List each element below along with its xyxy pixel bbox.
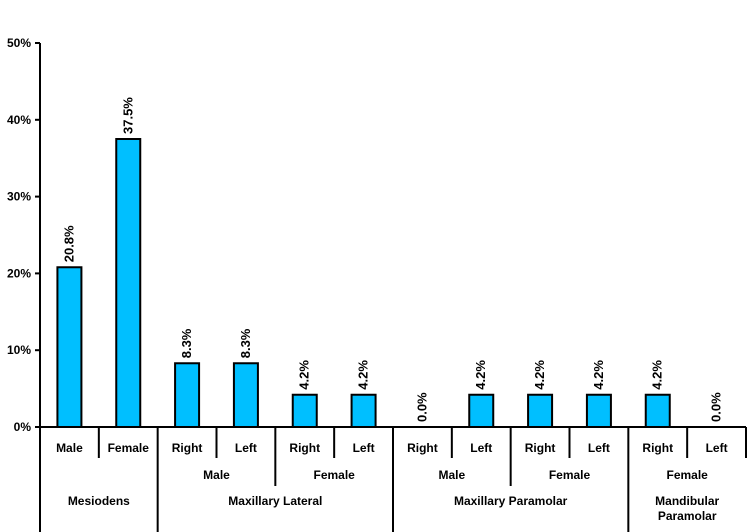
bar: [585, 393, 612, 428]
bar: [468, 393, 495, 428]
category-label: Left: [588, 441, 610, 455]
data-label: 4.2%: [473, 360, 488, 390]
data-label: 4.2%: [297, 360, 312, 390]
data-label: 8.3%: [179, 328, 194, 358]
y-tick-label: 10%: [7, 343, 31, 357]
bar: [527, 393, 554, 428]
group-label-line: Mandibular: [655, 494, 719, 508]
group-label-line: Paramolar: [658, 509, 717, 523]
data-labels: 20.8% 37.5% 8.3% 8.3% 4.2% 4.2% 0.0% 4.2% 4.2% 4.…: [61, 97, 723, 422]
y-tick-label: 20%: [7, 266, 31, 280]
bar: [291, 393, 318, 428]
data-label: 4.2%: [591, 360, 606, 390]
category-label: Left: [470, 441, 492, 455]
data-label: 8.3%: [238, 328, 253, 358]
group-label: Mesiodens: [68, 494, 130, 508]
category-axis: Male Female Right Left Right Left Right Left Rig…: [39, 427, 747, 532]
data-label: 0.0%: [414, 392, 429, 422]
bar: [232, 362, 259, 429]
bar: [644, 393, 671, 428]
category-label: Right: [642, 441, 673, 455]
category-label: Left: [706, 441, 728, 455]
category-label: Left: [235, 441, 257, 455]
group-label: Maxillary Lateral: [228, 494, 322, 508]
y-tick-label: 30%: [7, 190, 31, 204]
category-label: Right: [172, 441, 203, 455]
category-label: Right: [525, 441, 556, 455]
data-label: 20.8%: [61, 225, 76, 262]
category-label: Left: [353, 441, 375, 455]
bar: [350, 393, 377, 428]
data-label: 4.2%: [356, 360, 371, 390]
subgroup-label: Male: [203, 468, 230, 482]
bar: [174, 362, 201, 429]
subgroup-label: Female: [666, 468, 708, 482]
y-tick-label: 40%: [7, 113, 31, 127]
group-label: Maxillary Paramolar: [454, 494, 568, 508]
data-label: 37.5%: [120, 97, 135, 134]
bars: [56, 138, 671, 429]
y-tick-label: 50%: [7, 36, 31, 50]
subgroup-label: Female: [313, 468, 355, 482]
bar: [56, 266, 83, 429]
data-label: 4.2%: [532, 360, 547, 390]
category-label: Male: [56, 441, 83, 455]
y-tick-label: 0%: [14, 420, 32, 434]
subgroup-label: Male: [438, 468, 465, 482]
category-label: Female: [108, 441, 150, 455]
category-label: Right: [289, 441, 320, 455]
data-label: 4.2%: [650, 360, 665, 390]
data-label: 0.0%: [709, 392, 724, 422]
subgroup-label: Female: [549, 468, 591, 482]
category-label: Right: [407, 441, 438, 455]
group-label: Mandibular Paramolar: [655, 494, 719, 523]
bar: [115, 138, 142, 428]
